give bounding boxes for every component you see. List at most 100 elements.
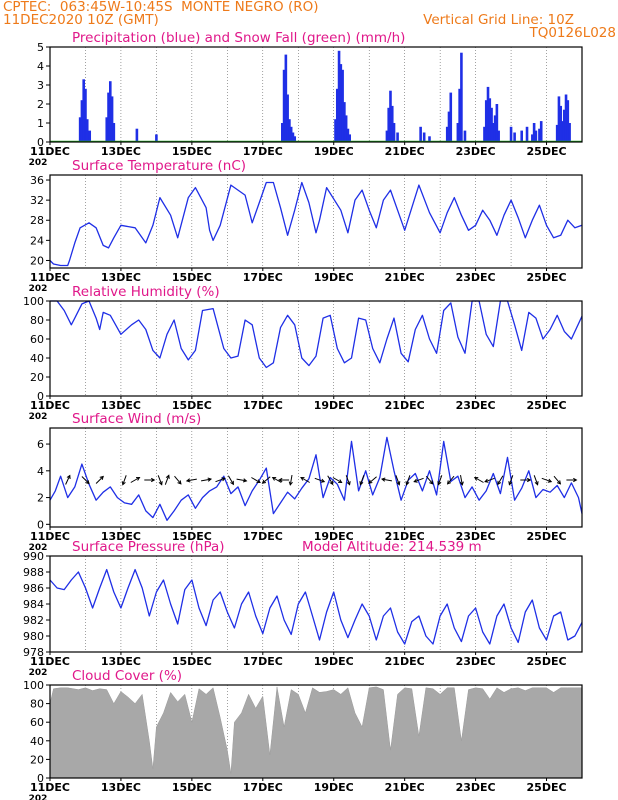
y-tick-label: 980 [23, 630, 44, 643]
x-tick-label: 13DEC [101, 271, 141, 284]
wind-arrow-head [85, 480, 90, 485]
x-tick-label: 19DEC [314, 399, 354, 412]
wind-arrow-head [556, 480, 562, 485]
precip-bar [488, 98, 492, 142]
precip-bar [458, 88, 461, 142]
x-tick-label: 21DEC [385, 399, 425, 412]
header: CPTEC: 063:45W-10:45S MONTE NEGRO (RO) 1… [0, 0, 618, 48]
wind-arrow-head [396, 481, 401, 486]
precip-bar [337, 50, 341, 142]
precip-bar [88, 130, 92, 142]
precip-bar [334, 119, 337, 142]
precip-bar [78, 117, 82, 142]
x-year-fragment: 202 [29, 668, 48, 678]
precip-bar [486, 86, 490, 142]
precip-bar [108, 81, 112, 142]
y-tick-label: 988 [23, 566, 44, 579]
precip-bar [428, 136, 431, 142]
wind-arrow-head [429, 480, 434, 485]
wind-arrow-head [278, 477, 283, 483]
wind-arrow-head [338, 479, 343, 484]
precip-bar [463, 130, 467, 142]
wind-arrow-head [320, 478, 326, 483]
panel-frame [49, 300, 583, 397]
wind-arrow [359, 475, 365, 485]
x-tick-label: 23DEC [456, 655, 496, 668]
y-tick-label: 6 [37, 438, 44, 451]
wind-arrow [460, 475, 463, 485]
y-tick-label: 20 [30, 753, 44, 766]
precip-bar [484, 100, 488, 142]
wind-arrow-head [207, 477, 213, 482]
precip-bar [562, 109, 566, 142]
precip-bar [497, 130, 500, 142]
x-tick-label: 15DEC [172, 655, 212, 668]
wind-arrow-head [165, 474, 170, 479]
y-tick-label: 2 [37, 98, 44, 111]
x-tick-label: 23DEC [456, 399, 496, 412]
precip-bar [555, 124, 559, 142]
wind-arrow-head [346, 481, 351, 486]
wind-arrow-head [221, 477, 226, 482]
precip-bar [135, 128, 139, 142]
wind-arrow [164, 475, 170, 485]
wind-arrow-head [256, 479, 261, 484]
cloud-cover-panel: 0 20 40 60 80 100 11DEC 13DEC 15DEC 17DEC 19DEC 21D… [23, 668, 583, 800]
x-tick-label: 15DEC [172, 145, 212, 158]
wind-arrow [368, 476, 377, 484]
x-tick-label: 25DEC [527, 781, 567, 794]
wind-arrow [314, 477, 325, 483]
x-tick-label: 21DEC [385, 781, 425, 794]
cloud-cover-area [49, 686, 583, 779]
y-tick-label: 36 [30, 174, 44, 187]
wind-arrow-head [547, 478, 553, 483]
wind-arrow [484, 477, 495, 483]
x-tick-label: 11DEC [30, 655, 70, 668]
y-tick-label: 984 [23, 598, 44, 611]
wind-arrow-head [230, 480, 234, 486]
precip-bar [561, 121, 564, 142]
wind-arrow-head [271, 476, 277, 481]
y-tick-label: 100 [23, 295, 44, 308]
precip-bar [449, 92, 453, 142]
precip-bar [291, 132, 295, 142]
x-tick-label: 21DEC [385, 145, 425, 158]
precip-bar [346, 128, 350, 142]
wind-arrow-head [413, 478, 418, 483]
panel-frame [49, 174, 583, 269]
wind-arrow [447, 475, 455, 485]
wind-arrow [186, 478, 197, 482]
y-tick-label: 0 [37, 390, 44, 403]
x-tick-label: 17DEC [243, 530, 283, 543]
wind-arrow-head [135, 476, 141, 481]
precip-bar [339, 64, 343, 142]
wind-arrow-head [329, 480, 334, 486]
temperature-panel: 20 24 28 32 36 11DEC 13DEC 15DEC 17DEC 19DEC 21DEC… [29, 158, 583, 294]
wind-arrow [201, 478, 212, 482]
wind-arrow [553, 475, 561, 485]
precip-bar [490, 107, 493, 142]
wind-arrow-head [497, 480, 502, 486]
wind-arrow [122, 475, 127, 485]
wind-arrow-head [405, 481, 410, 486]
precip-bar [343, 102, 346, 142]
precip-bar [390, 105, 394, 142]
y-tick-label: 40 [30, 735, 44, 748]
y-tick-label: 28 [30, 214, 44, 227]
precip-bar [532, 123, 536, 142]
x-tick-label: 19DEC [314, 145, 354, 158]
precip-bar [456, 123, 460, 142]
panel-title: Surface Temperature (nC) [72, 158, 246, 174]
precip-bar [493, 115, 497, 142]
wind-arrow-head [526, 477, 532, 483]
x-tick-label: 19DEC [314, 781, 354, 794]
wind-arrow [345, 475, 351, 485]
wind-arrow-head [150, 477, 156, 483]
precip-bar [112, 123, 116, 142]
x-tick-label: 13DEC [101, 145, 141, 158]
y-tick-label: 1 [37, 117, 44, 130]
panel-frame [49, 427, 583, 528]
x-tick-label: 17DEC [243, 399, 283, 412]
x-tick-label: 25DEC [527, 145, 567, 158]
forecast-date: 11DEC2020 10Z (GMT) [3, 12, 159, 28]
